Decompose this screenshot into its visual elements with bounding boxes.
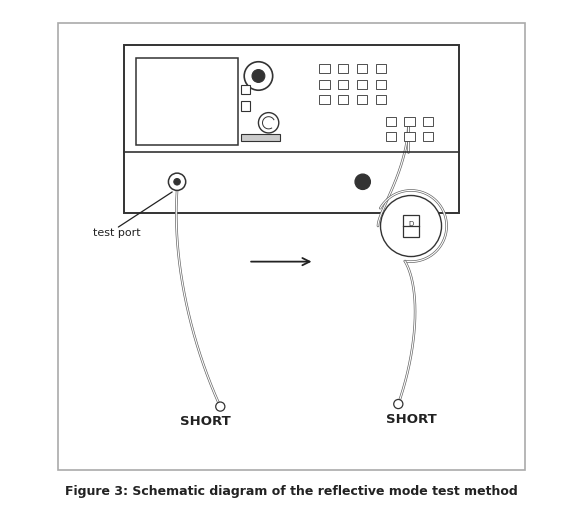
Bar (376, 65, 386, 74)
Bar (376, 80, 386, 90)
Bar (405, 118, 415, 127)
Circle shape (216, 402, 225, 411)
Text: test port: test port (93, 228, 141, 238)
Circle shape (168, 174, 186, 191)
Bar (319, 65, 329, 74)
Bar (376, 96, 386, 105)
Bar (124, 46, 459, 214)
Bar (241, 86, 250, 95)
Bar (357, 65, 367, 74)
Text: Figure 3: Schematic diagram of the reflective mode test method: Figure 3: Schematic diagram of the refle… (65, 484, 518, 497)
Bar (385, 133, 396, 142)
Bar (385, 118, 396, 127)
Bar (423, 133, 433, 142)
Bar (338, 80, 349, 90)
Circle shape (394, 400, 403, 409)
Circle shape (244, 63, 273, 91)
Bar (405, 133, 415, 142)
Circle shape (381, 196, 441, 257)
Bar (423, 118, 433, 127)
Bar (241, 102, 250, 111)
Bar (357, 80, 367, 90)
Bar (319, 96, 329, 105)
Text: SHORT: SHORT (385, 412, 437, 425)
Bar (403, 215, 419, 238)
Bar (241, 135, 280, 142)
Circle shape (174, 179, 180, 186)
Bar (319, 80, 329, 90)
Bar (136, 59, 238, 146)
Text: D: D (409, 221, 414, 227)
Circle shape (252, 70, 265, 83)
Bar (338, 96, 349, 105)
Bar (338, 65, 349, 74)
Circle shape (355, 175, 370, 190)
Bar (58, 23, 525, 470)
Text: SHORT: SHORT (180, 414, 230, 428)
Bar (357, 96, 367, 105)
Circle shape (258, 114, 279, 134)
